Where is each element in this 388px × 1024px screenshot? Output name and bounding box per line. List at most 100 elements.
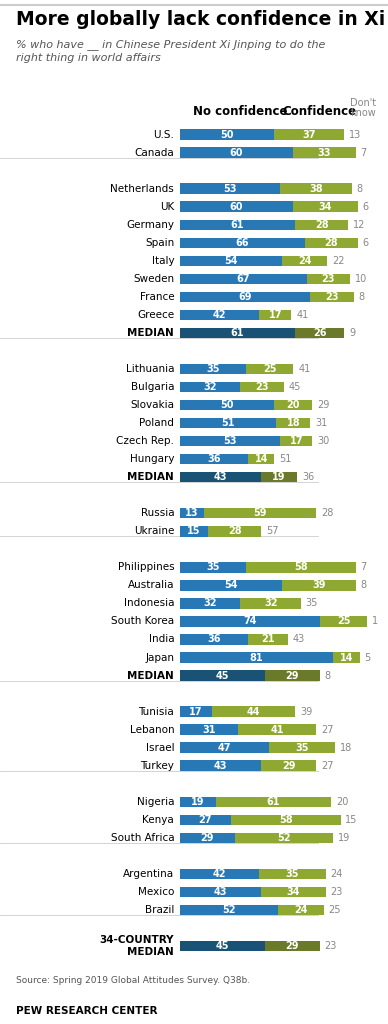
Text: Tunisia: Tunisia xyxy=(139,707,174,717)
Bar xyxy=(212,707,295,717)
Text: 24: 24 xyxy=(294,905,308,915)
Text: 51: 51 xyxy=(221,418,235,428)
Bar xyxy=(293,147,356,158)
Text: Japan: Japan xyxy=(145,652,174,663)
Text: France: France xyxy=(140,292,174,302)
Text: 61: 61 xyxy=(231,328,244,338)
Text: 17: 17 xyxy=(289,436,303,446)
Text: 27: 27 xyxy=(199,815,212,824)
Text: Don't
know: Don't know xyxy=(350,97,376,119)
Text: Israel: Israel xyxy=(146,742,174,753)
Text: 25: 25 xyxy=(328,905,341,915)
Bar xyxy=(310,292,354,302)
Bar xyxy=(180,724,239,735)
Text: 19: 19 xyxy=(338,833,350,843)
Text: 74: 74 xyxy=(243,616,256,627)
Text: Netherlands: Netherlands xyxy=(110,183,174,194)
Bar xyxy=(180,238,305,248)
Text: 10: 10 xyxy=(355,273,367,284)
Bar xyxy=(180,273,307,284)
Text: 35: 35 xyxy=(206,364,220,374)
Text: 45: 45 xyxy=(289,382,301,392)
Bar xyxy=(180,671,265,681)
Text: 28: 28 xyxy=(228,526,241,537)
Bar xyxy=(333,652,360,663)
Text: 51: 51 xyxy=(279,455,291,464)
Bar xyxy=(246,562,356,572)
Bar xyxy=(280,436,312,446)
Text: 29: 29 xyxy=(286,671,299,681)
Bar xyxy=(248,454,274,465)
Text: 25: 25 xyxy=(337,616,350,627)
Bar xyxy=(180,562,246,572)
Text: 58: 58 xyxy=(294,562,308,572)
Text: Canada: Canada xyxy=(134,147,174,158)
Text: 7: 7 xyxy=(360,147,367,158)
Bar xyxy=(320,616,367,627)
Text: 24: 24 xyxy=(330,869,343,879)
Text: 42: 42 xyxy=(213,310,226,319)
Bar xyxy=(180,382,241,392)
Text: 41: 41 xyxy=(298,364,310,374)
Text: 8: 8 xyxy=(359,292,365,302)
Text: U.S.: U.S. xyxy=(153,130,174,139)
Text: Mexico: Mexico xyxy=(138,887,174,897)
Text: Bulgaria: Bulgaria xyxy=(131,382,174,392)
Bar xyxy=(305,238,358,248)
Bar xyxy=(180,814,231,825)
Text: 60: 60 xyxy=(230,202,243,212)
Text: Ukraine: Ukraine xyxy=(134,526,174,537)
Text: 36: 36 xyxy=(207,455,221,464)
Text: Confidence: Confidence xyxy=(283,105,357,119)
Text: 21: 21 xyxy=(261,635,275,644)
Text: 23: 23 xyxy=(255,382,269,392)
Text: 6: 6 xyxy=(362,202,369,212)
Text: 29: 29 xyxy=(282,761,295,771)
Text: Nigeria: Nigeria xyxy=(137,797,174,807)
Text: 19: 19 xyxy=(272,472,286,482)
Bar xyxy=(280,183,352,194)
Text: 24: 24 xyxy=(298,256,312,266)
Text: No confidence: No confidence xyxy=(193,105,288,119)
Text: 35: 35 xyxy=(286,869,299,879)
Text: 32: 32 xyxy=(203,382,217,392)
Bar xyxy=(180,309,259,321)
Text: 6: 6 xyxy=(362,238,369,248)
Text: 43: 43 xyxy=(214,887,227,897)
Text: Slovakia: Slovakia xyxy=(130,400,174,410)
Bar xyxy=(261,887,326,897)
Text: 41: 41 xyxy=(270,725,284,734)
Bar xyxy=(293,202,358,212)
Bar xyxy=(180,292,310,302)
Text: South Korea: South Korea xyxy=(111,616,174,627)
Bar xyxy=(180,147,293,158)
Text: Spain: Spain xyxy=(145,238,174,248)
Text: Czech Rep.: Czech Rep. xyxy=(116,436,174,446)
Text: 29: 29 xyxy=(286,941,299,951)
Bar xyxy=(276,418,310,428)
Text: 50: 50 xyxy=(220,400,234,410)
Bar xyxy=(180,941,265,951)
Text: 23: 23 xyxy=(330,887,343,897)
Text: 67: 67 xyxy=(236,273,250,284)
Text: 47: 47 xyxy=(218,742,231,753)
Text: 31: 31 xyxy=(315,418,327,428)
Text: 81: 81 xyxy=(249,652,263,663)
Text: 20: 20 xyxy=(287,400,300,410)
Bar xyxy=(269,742,335,753)
Text: 8: 8 xyxy=(360,581,367,591)
Text: Lithuania: Lithuania xyxy=(126,364,174,374)
Text: 20: 20 xyxy=(336,797,348,807)
Bar xyxy=(231,814,341,825)
Text: Russia: Russia xyxy=(140,508,174,518)
Text: 31: 31 xyxy=(203,725,216,734)
Text: 19: 19 xyxy=(191,797,204,807)
Text: 43: 43 xyxy=(214,472,227,482)
Bar xyxy=(261,472,297,482)
Text: 28: 28 xyxy=(315,220,329,229)
Text: India: India xyxy=(149,635,174,644)
Text: 54: 54 xyxy=(224,581,238,591)
Text: 13: 13 xyxy=(185,508,199,518)
Text: 22: 22 xyxy=(332,256,345,266)
Bar xyxy=(180,129,274,140)
